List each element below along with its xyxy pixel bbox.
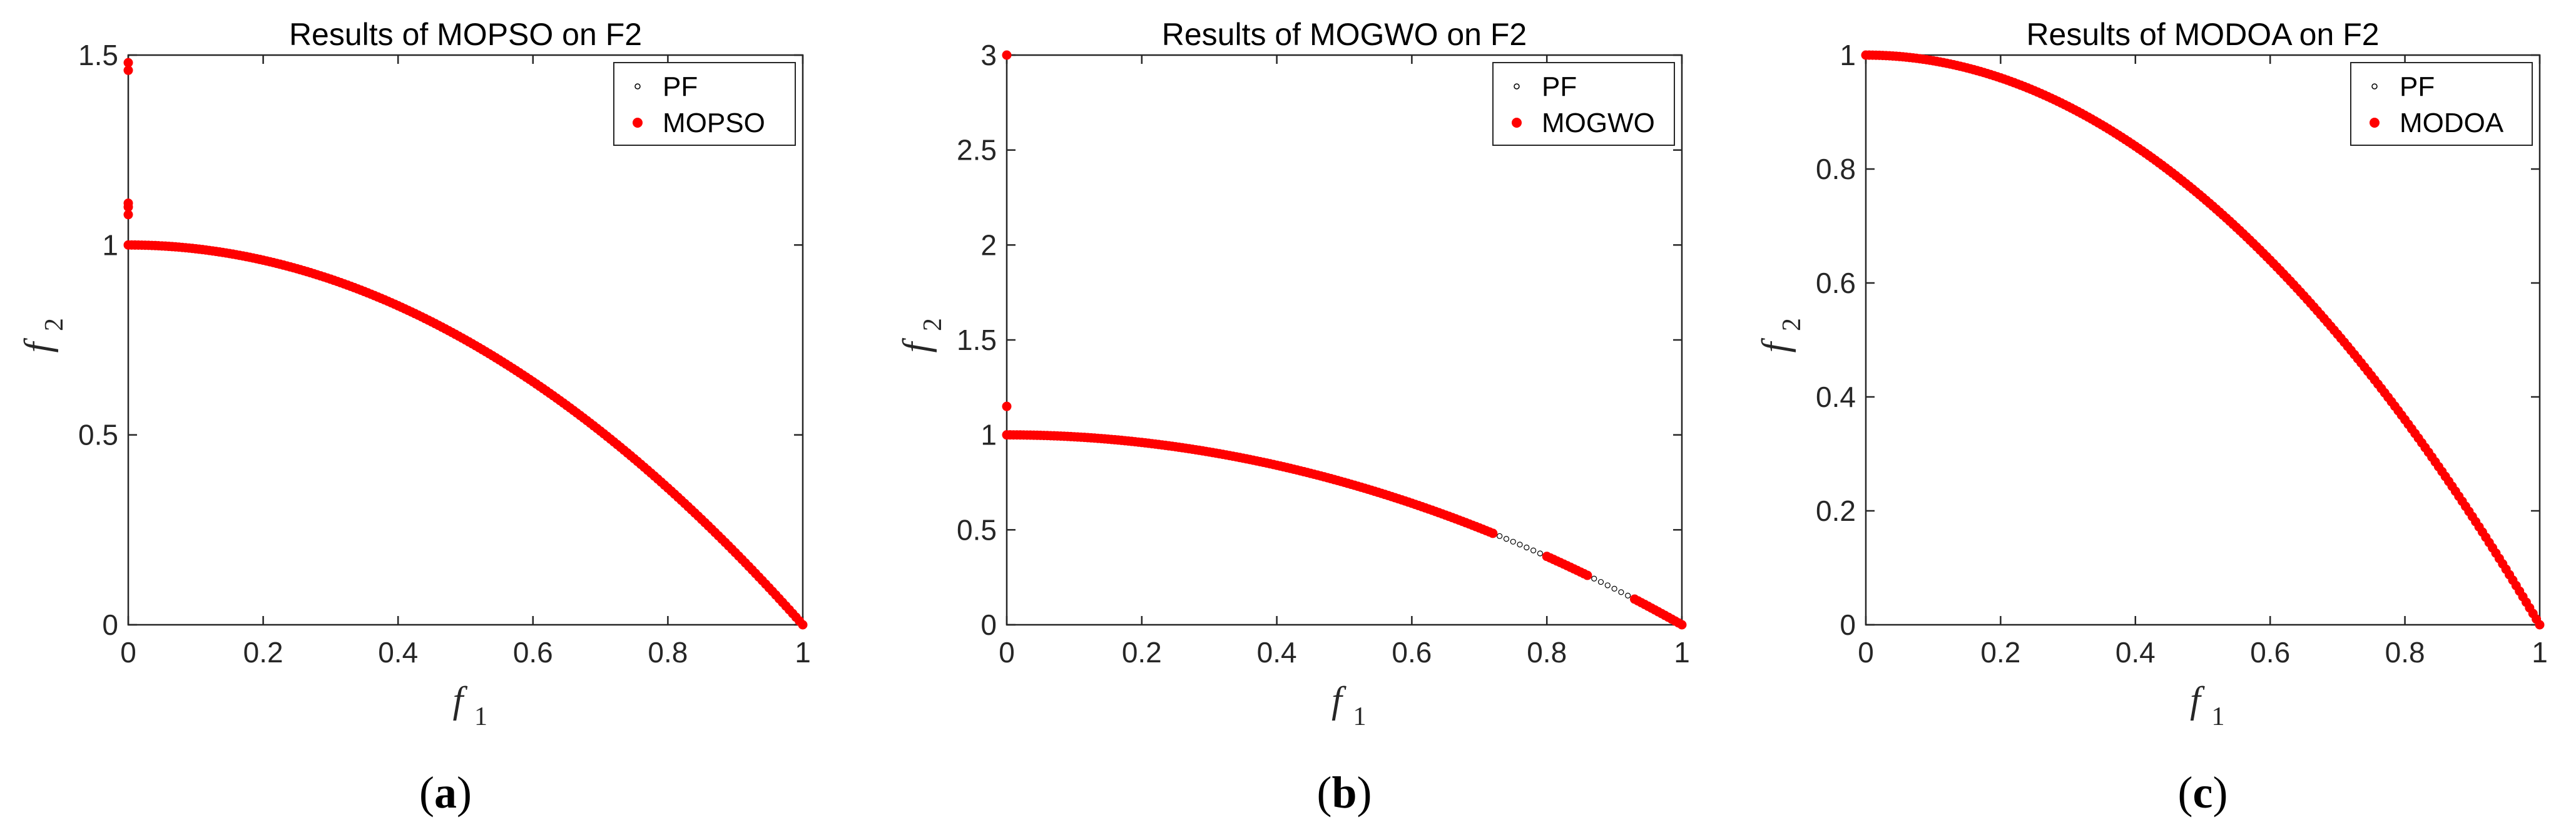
legend-series-marker — [1512, 118, 1522, 128]
x-tick-label: 0.2 — [1980, 636, 2020, 669]
solution-point — [123, 58, 133, 68]
y-tick-label: 1 — [102, 229, 118, 261]
panel-caption: (b) — [1316, 768, 1372, 818]
solution-point — [798, 620, 808, 630]
panel-caption: (a) — [419, 768, 472, 818]
pf-point — [1530, 547, 1537, 553]
x-tick-label: 0.6 — [1392, 636, 1432, 669]
y-tick-label: 0.6 — [1816, 267, 1856, 299]
solution-series — [123, 58, 808, 630]
y-tick-label: 1.5 — [957, 324, 997, 356]
y-tick-label: 0 — [102, 609, 118, 641]
y-tick-label: 0.5 — [957, 513, 997, 546]
x-tick-label: 0.4 — [2115, 636, 2156, 669]
chart-title: Results of MODOA on F2 — [2026, 17, 2379, 52]
x-tick-label: 0.4 — [1257, 636, 1297, 669]
solution-point — [1677, 620, 1687, 630]
chart-panel-c: Results of MODOA on F2 0 0.2 0.4 0.6 0.8 1 0 0.2… — [1754, 17, 2548, 818]
y-tick-label: 1.5 — [78, 39, 118, 71]
pf-point — [1537, 550, 1544, 557]
solution-series — [1002, 50, 1687, 630]
legend-box — [613, 62, 796, 146]
pf-point — [1503, 536, 1510, 542]
chart-panel-b: Results of MOGWO on F2 0 0.2 0.4 0.6 0.8 1 0 0.5… — [895, 17, 1690, 818]
y-tick-label: 0.2 — [1816, 495, 1856, 527]
y-tick-label: 0 — [980, 609, 997, 641]
pf-point — [1618, 589, 1624, 595]
chart-panel-a: Results of MOPSO on F2 0 0.2 0.4 0.6 0.8 1 0 0.5… — [17, 17, 811, 818]
x-tick-label: 0.6 — [513, 636, 553, 669]
legend-pf-label: PF — [1542, 71, 1577, 102]
legend-series-label: MOGWO — [1542, 108, 1655, 138]
y-axis-label-sub: 2 — [919, 318, 947, 331]
solution-point — [123, 65, 133, 75]
x-axis-label-sub: 1 — [2212, 702, 2225, 731]
x-tick-label: 0.8 — [2385, 636, 2425, 669]
legend-pf-marker — [1514, 83, 1520, 90]
y-tick-label: 0 — [1840, 609, 1856, 641]
pf-point — [1597, 578, 1604, 585]
legend: PF MOGWO — [1492, 62, 1675, 146]
legend-pf-marker — [634, 83, 641, 90]
y-axis-label-sub: 2 — [40, 318, 69, 331]
x-axis-label-sub: 1 — [1353, 702, 1367, 731]
y-tick-label: 2 — [980, 229, 997, 261]
x-tick-label: 0.2 — [243, 636, 283, 669]
pf-point — [1625, 592, 1631, 599]
pf-point — [1604, 582, 1611, 588]
y-tick-label: 0.4 — [1816, 381, 1856, 413]
y-tick-label: 3 — [980, 39, 997, 71]
legend-pf-label: PF — [2400, 71, 2435, 102]
x-tick-label: 0 — [999, 636, 1015, 669]
legend-pf-label: PF — [663, 71, 698, 102]
legend-box — [2350, 62, 2533, 146]
solution-point — [1002, 401, 1012, 411]
legend-box — [1492, 62, 1675, 146]
x-tick-label: 0.4 — [378, 636, 418, 669]
x-axis-label-sub: 1 — [474, 702, 487, 731]
y-tick-label: 0.5 — [78, 419, 118, 451]
chart-title: Results of MOGWO on F2 — [1162, 17, 1527, 52]
x-tick-label: 0.6 — [2250, 636, 2290, 669]
axes-box — [127, 54, 804, 626]
pf-point — [1524, 544, 1530, 551]
pf-point — [1517, 542, 1523, 548]
solution-point — [1488, 528, 1498, 538]
x-tick-label: 1 — [2532, 636, 2548, 669]
legend-series-label: MODOA — [2400, 108, 2504, 138]
axes-box — [1865, 54, 2541, 626]
solution-point — [123, 210, 133, 220]
y-tick-label: 0.8 — [1816, 153, 1856, 185]
legend-pf-marker — [2371, 83, 2378, 90]
y-tick-label: 1 — [1840, 39, 1856, 71]
y-tick-label: 1 — [980, 419, 997, 451]
x-tick-label: 0.8 — [648, 636, 688, 669]
legend-series-label: MOPSO — [663, 108, 765, 138]
pf-point — [1497, 533, 1503, 539]
x-tick-label: 0 — [120, 636, 136, 669]
legend-series-marker — [2370, 118, 2380, 128]
panel-caption: (c) — [2178, 768, 2228, 818]
pf-point — [1591, 575, 1597, 582]
x-tick-label: 0 — [1858, 636, 1874, 669]
solution-point — [2535, 620, 2545, 630]
y-tick-label: 2.5 — [957, 134, 997, 167]
legend-series-marker — [633, 118, 643, 128]
legend: PF MODOA — [2350, 62, 2533, 146]
solution-series — [1861, 50, 2545, 630]
pf-point — [1510, 538, 1516, 545]
x-tick-label: 1 — [795, 636, 811, 669]
solution-point — [1002, 50, 1012, 60]
solution-point — [1582, 570, 1592, 580]
x-tick-label: 1 — [1674, 636, 1690, 669]
solution-point — [123, 198, 133, 208]
x-tick-label: 0.8 — [1527, 636, 1567, 669]
legend: PF MOPSO — [613, 62, 796, 146]
pf-point — [1611, 585, 1617, 592]
y-axis-label-sub: 2 — [1778, 318, 1806, 331]
x-tick-label: 0.2 — [1122, 636, 1162, 669]
chart-title: Results of MOPSO on F2 — [289, 17, 642, 52]
